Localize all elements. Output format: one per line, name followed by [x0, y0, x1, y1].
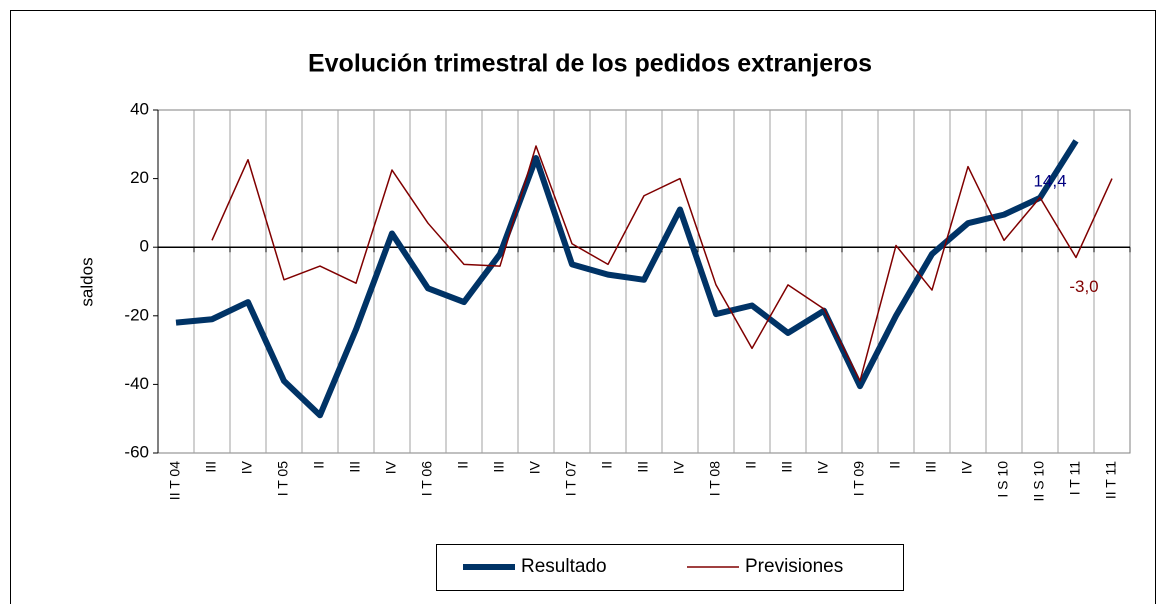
data-label: 14,4	[1033, 171, 1066, 190]
x-tick-label: III	[347, 461, 363, 473]
series-line	[211, 145, 1113, 382]
y-tick-label: 20	[130, 168, 149, 187]
x-tick-label: IV	[959, 460, 975, 474]
x-tick-label: I T 09	[851, 461, 867, 497]
x-tick-label: III	[779, 461, 795, 473]
x-tick-label: II S 10	[1031, 461, 1047, 502]
x-tick-label: IV	[815, 460, 831, 474]
x-tick-label: IV	[527, 460, 543, 474]
y-tick-label: -40	[124, 374, 149, 393]
x-tick-label: II T 04	[167, 461, 183, 500]
y-tick-label: -20	[124, 305, 149, 324]
x-tick-label: IV	[671, 460, 687, 474]
x-tick-label: I S 10	[995, 461, 1011, 498]
x-tick-label: II	[455, 461, 471, 469]
x-tick-label: II	[743, 461, 759, 469]
x-tick-label: I T 07	[563, 461, 579, 497]
series-line	[175, 139, 1079, 419]
x-tick-label: III	[635, 461, 651, 473]
x-tick-label: II	[311, 461, 327, 469]
x-tick-label: III	[923, 461, 939, 473]
x-tick-label: II T 11	[1103, 461, 1119, 499]
x-tick-label: II	[599, 461, 615, 469]
y-axis-label: saldos	[77, 257, 96, 306]
y-tick-label: 0	[140, 237, 149, 256]
y-tick-label: 40	[130, 99, 149, 118]
x-tick-label: I T 05	[275, 461, 291, 497]
x-tick-label: I T 06	[419, 461, 435, 497]
x-tick-label: IV	[383, 460, 399, 474]
x-tick-label: II	[887, 461, 903, 469]
x-tick-label: III	[203, 461, 219, 473]
legend-label: Previsiones	[745, 556, 843, 577]
legend-label: Resultado	[521, 556, 607, 577]
x-tick-label: III	[491, 461, 507, 473]
y-tick-label: -60	[124, 442, 149, 461]
x-tick-label: IV	[239, 460, 255, 474]
data-label: -3,0	[1069, 277, 1098, 296]
chart-title: Evolución trimestral de los pedidos extr…	[308, 50, 872, 78]
x-tick-label: I T 11	[1067, 461, 1083, 495]
x-tick-label: I T 08	[707, 461, 723, 497]
